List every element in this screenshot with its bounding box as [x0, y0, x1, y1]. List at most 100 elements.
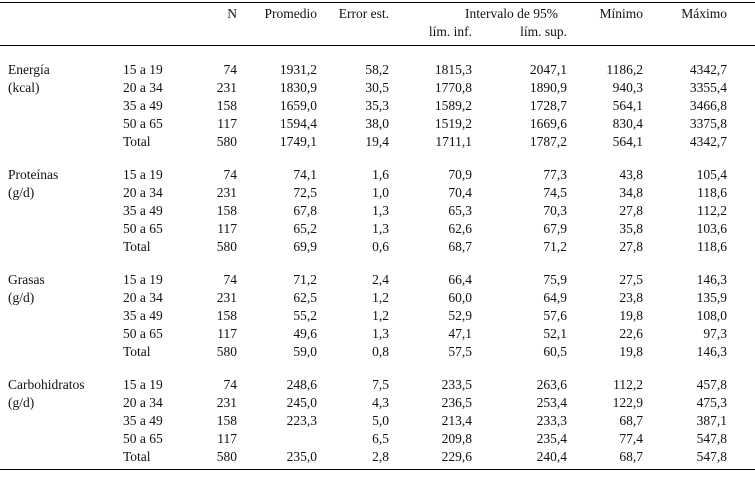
table-row: Total 580 69,9 0,6 68,7 71,2 27,8 118,6 [0, 238, 755, 256]
value-cell: 1519,2 [434, 116, 472, 131]
blank-header [570, 23, 646, 46]
value-cell: 1,3 [372, 203, 389, 218]
value-cell: 263,6 [536, 377, 567, 392]
age-group: Total [115, 448, 195, 470]
blank-header [115, 23, 195, 46]
value-cell: 65,3 [448, 203, 472, 218]
value-cell: 248,6 [286, 377, 317, 392]
table-row: 35 a 49 158 223,3 5,0 213,4 233,3 68,7 387,1 [0, 412, 755, 430]
value-cell: 57,6 [543, 308, 567, 323]
age-group: Total [123, 344, 151, 359]
blank-header [646, 23, 730, 46]
blank-cell [0, 238, 115, 256]
value-cell: 2047,1 [529, 62, 567, 77]
age-group: 35 a 49 [123, 203, 163, 218]
blank-cell [0, 133, 115, 151]
age-group: 50 a 65 [123, 221, 163, 236]
value-cell: 68,7 [619, 413, 643, 428]
value-cell: 0,8 [372, 344, 389, 359]
value-cell: 1749,1 [279, 134, 317, 149]
value-cell: 236,5 [441, 395, 472, 410]
value-cell: 55,2 [293, 308, 317, 323]
age-group: 35 a 49 [123, 98, 163, 113]
value-cell: 580 [216, 239, 237, 254]
group-label: (g/d) [8, 290, 35, 305]
value-cell: 117 [217, 221, 237, 236]
value-cell: 3375,8 [689, 116, 727, 131]
value-cell: 77,4 [619, 431, 643, 446]
table-row: 50 a 65 117 1594,4 38,0 1519,2 1669,6 830,4 337… [0, 115, 755, 133]
value-cell: 1770,8 [434, 80, 472, 95]
value-cell: 231 [216, 395, 237, 410]
group-label: (kcal) [8, 80, 40, 95]
value-cell: 74 [223, 62, 238, 77]
value-cell: 233,5 [441, 377, 472, 392]
column-header: Error est. [320, 2, 392, 23]
value-cell: 213,4 [441, 413, 472, 428]
value-cell: 580 [216, 344, 237, 359]
value-cell: 66,4 [448, 272, 472, 287]
blank-header [730, 23, 755, 46]
value-cell: 231 [216, 80, 237, 95]
blank-cell [730, 133, 755, 151]
value-cell: 1830,9 [279, 80, 317, 95]
blank-cell [730, 394, 755, 412]
value-cell: 253,4 [536, 395, 567, 410]
value-cell: 1728,7 [529, 98, 567, 113]
blank-cell [730, 343, 755, 361]
blank-header [0, 23, 115, 46]
value-cell: 59,0 [293, 344, 317, 359]
blank-cell [0, 97, 115, 115]
value-cell: 62,5 [293, 290, 317, 305]
value-cell: 580 [195, 448, 240, 470]
value-cell: 5,0 [372, 413, 389, 428]
value-cell: 49,6 [293, 326, 317, 341]
data-table: N Promedio Error est. Intervalo de 95% M… [0, 2, 755, 470]
table-row: Energía 15 a 19 74 1931,2 58,2 1815,3 2047,1 11… [0, 46, 755, 80]
value-cell: 62,6 [448, 221, 472, 236]
value-cell: 103,6 [696, 221, 727, 236]
value-cell: 34,8 [619, 185, 643, 200]
table-header: N Promedio Error est. Intervalo de 95% M… [0, 2, 755, 46]
value-cell: 71,2 [543, 239, 567, 254]
table-row: (kcal) 20 a 34 231 1830,9 30,5 1770,8 1890,9 94… [0, 79, 755, 97]
value-cell: 387,1 [696, 413, 727, 428]
value-cell: 117 [217, 116, 237, 131]
value-cell: 38,0 [365, 116, 389, 131]
blank-cell [730, 289, 755, 307]
value-cell: 231 [216, 290, 237, 305]
blank-cell [730, 412, 755, 430]
age-group: 15 a 19 [123, 377, 163, 392]
value-cell: 75,9 [543, 272, 567, 287]
value-cell: 1890,9 [529, 80, 567, 95]
value-cell: 158 [216, 203, 237, 218]
table-row: (g/d) 20 a 34 231 62,5 1,2 60,0 64,9 23,8 135,9 [0, 289, 755, 307]
value-cell: 1,0 [372, 185, 389, 200]
value-cell: 3355,4 [689, 80, 727, 95]
column-header: N [195, 2, 240, 23]
value-cell: 0,6 [372, 239, 389, 254]
value-cell: 1,3 [372, 221, 389, 236]
group-label: Carbohidratos [8, 377, 85, 392]
group-label: (g/d) [8, 395, 35, 410]
value-cell: 74 [223, 272, 238, 287]
age-group: 50 a 65 [123, 326, 163, 341]
value-cell: 19,8 [619, 308, 643, 323]
value-cell: 146,3 [696, 272, 727, 287]
value-cell: 158 [216, 413, 237, 428]
value-cell: 830,4 [612, 116, 643, 131]
value-cell: 233,3 [536, 413, 567, 428]
blank-cell [0, 448, 115, 470]
value-cell: 135,9 [696, 290, 727, 305]
table-row: Proteínas 15 a 19 74 74,1 1,6 70,9 77,3 43,8 105… [0, 151, 755, 184]
age-group: 15 a 19 [123, 167, 163, 182]
blank-cell [0, 220, 115, 238]
age-group: 50 a 65 [123, 431, 163, 446]
value-cell: 117 [217, 431, 237, 446]
value-cell: 940,3 [612, 80, 643, 95]
value-cell: 27,5 [619, 272, 643, 287]
blank-cell [0, 430, 115, 448]
age-group: 35 a 49 [123, 413, 163, 428]
value-cell: 1787,2 [529, 134, 567, 149]
